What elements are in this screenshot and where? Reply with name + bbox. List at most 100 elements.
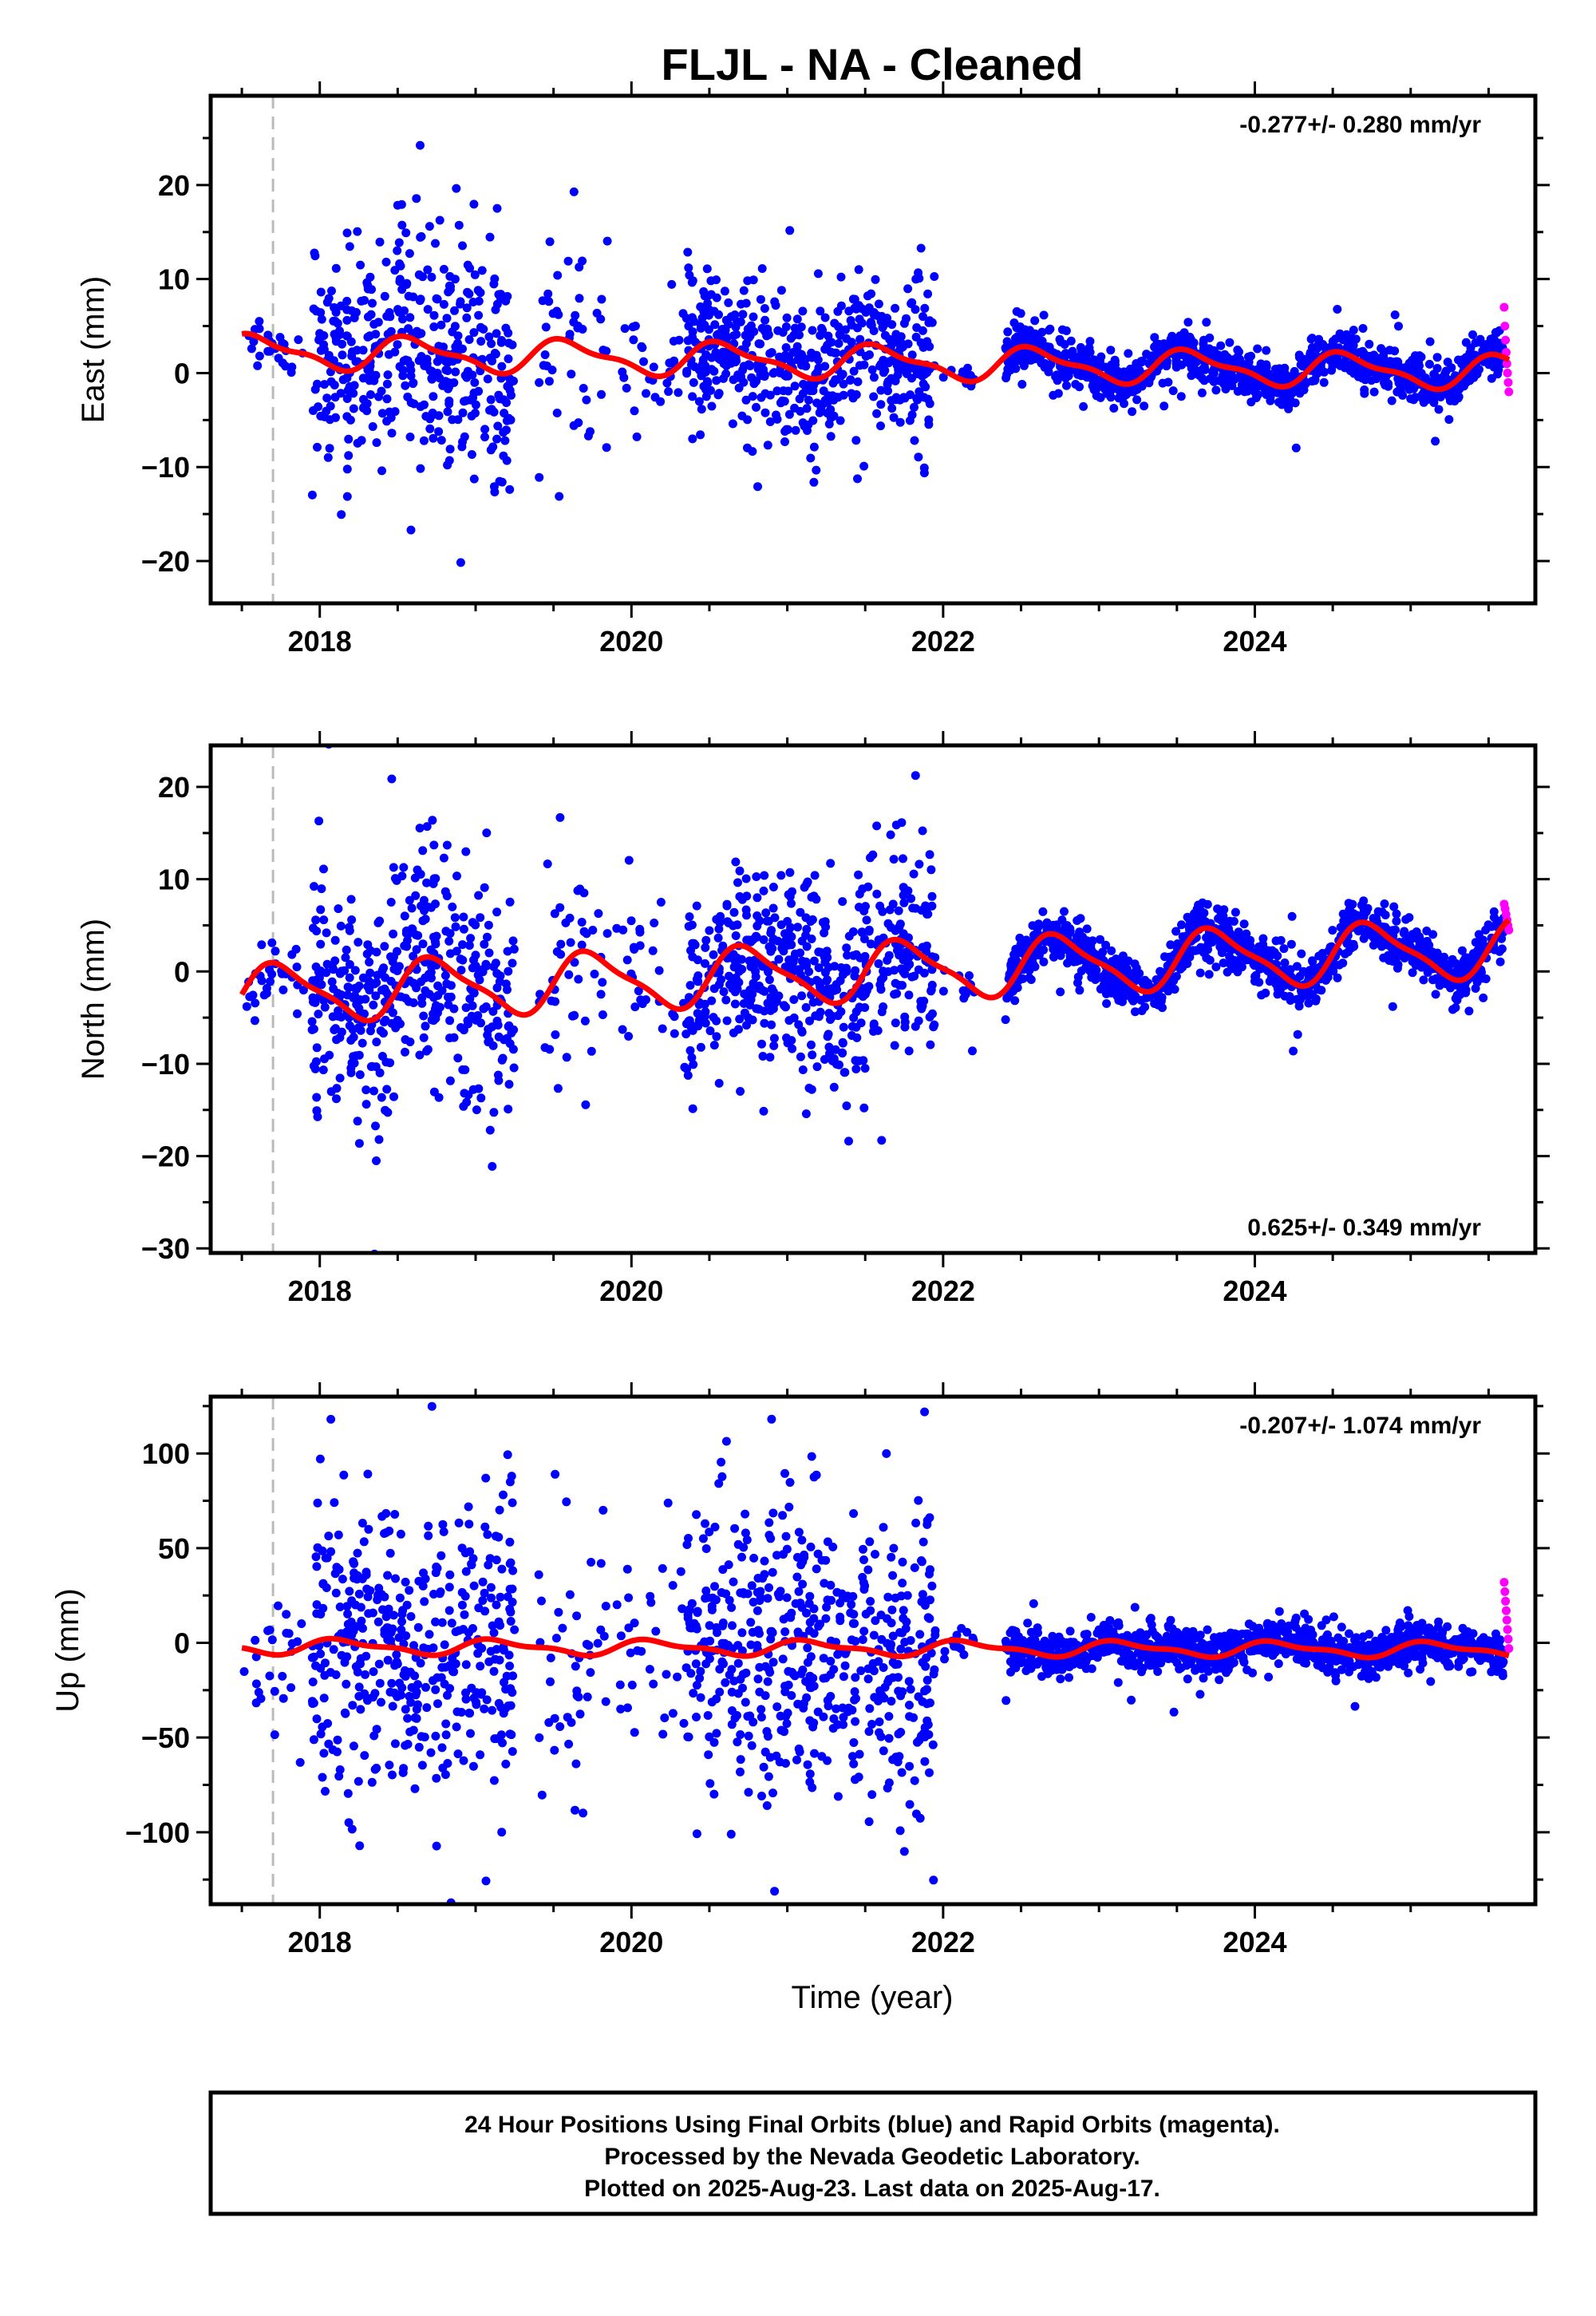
north-point	[492, 1016, 502, 1026]
east-point	[1031, 333, 1041, 342]
north-point	[1006, 961, 1016, 970]
up-point	[601, 1602, 610, 1611]
up-point	[383, 1635, 393, 1645]
east-point	[307, 490, 317, 500]
east-point	[867, 289, 876, 298]
north-point	[1280, 958, 1290, 967]
east-point	[876, 360, 886, 370]
north-point	[926, 1040, 935, 1049]
up-point	[362, 1584, 372, 1594]
north-point	[316, 939, 326, 949]
north-point	[1098, 947, 1108, 957]
north-point	[1271, 936, 1281, 946]
east-point	[342, 331, 352, 341]
east-point	[849, 366, 859, 376]
north-point	[346, 895, 356, 904]
north-point	[494, 1076, 504, 1085]
east-point	[1487, 373, 1496, 383]
north-point	[751, 931, 760, 941]
up-point	[387, 1678, 397, 1688]
north-point	[693, 1009, 702, 1018]
east-point	[907, 299, 916, 308]
north-point	[565, 913, 575, 923]
east-point	[910, 402, 918, 412]
up-point	[504, 1650, 514, 1660]
north-point	[899, 898, 909, 907]
north-point	[852, 1033, 862, 1042]
up-point	[278, 1671, 287, 1681]
north-point	[336, 921, 346, 931]
up-point	[251, 1635, 260, 1645]
east-point	[1453, 393, 1463, 403]
north-point	[838, 1048, 847, 1057]
east-point	[1013, 332, 1023, 342]
north-point	[312, 1106, 322, 1116]
north-point	[322, 959, 332, 969]
north-point	[859, 1103, 869, 1113]
north-point	[915, 860, 924, 869]
east-point	[739, 286, 749, 295]
north-point	[883, 955, 892, 965]
east-point	[406, 525, 416, 535]
north-point	[553, 1084, 563, 1093]
north-point	[415, 1050, 425, 1060]
up-point	[550, 1713, 559, 1723]
north-point	[968, 1046, 977, 1056]
up-point	[534, 1570, 543, 1579]
north-point	[911, 771, 920, 781]
east-point	[883, 314, 892, 323]
north-point	[722, 899, 732, 909]
east-rapid-point	[1503, 377, 1513, 387]
east-point	[390, 347, 400, 357]
east-point	[814, 363, 824, 373]
north-point	[1063, 958, 1073, 968]
north-point	[1422, 927, 1432, 935]
east-point	[823, 397, 832, 407]
up-point	[567, 1717, 576, 1727]
up-point	[316, 1649, 326, 1658]
north-point	[808, 915, 817, 924]
east-point	[333, 318, 342, 328]
north-point	[552, 947, 562, 956]
north-point	[860, 1064, 870, 1073]
east-point	[395, 275, 405, 284]
east-point	[1261, 362, 1270, 372]
north-point	[681, 1030, 691, 1039]
north-point	[310, 1064, 320, 1073]
north-point	[923, 903, 933, 912]
up-point	[388, 1770, 397, 1780]
east-point	[841, 325, 850, 334]
east-point	[738, 310, 748, 319]
up-point	[374, 1659, 384, 1669]
north-point	[844, 1136, 853, 1146]
east-point	[462, 373, 472, 382]
north-point	[413, 931, 423, 940]
up-point	[345, 1587, 354, 1596]
north-point	[580, 1016, 590, 1026]
up-point	[481, 1876, 491, 1886]
north-point	[891, 926, 900, 935]
north-point	[1034, 951, 1044, 960]
east-point	[338, 375, 348, 385]
east-point	[416, 140, 425, 150]
north-rapid-point	[1504, 925, 1514, 935]
north-point	[372, 1156, 381, 1165]
east-point	[816, 330, 825, 340]
up-point	[494, 1617, 504, 1626]
up-point	[464, 1502, 473, 1512]
up-point	[571, 1759, 581, 1769]
east-point	[383, 370, 393, 380]
up-point	[332, 1563, 342, 1572]
up-point	[440, 1770, 450, 1780]
north-point	[365, 958, 374, 966]
east-point	[444, 287, 453, 297]
east-point	[808, 416, 818, 425]
up-point	[279, 1694, 288, 1703]
east-point	[415, 296, 425, 306]
north-point	[895, 951, 904, 960]
north-point	[735, 866, 745, 875]
north-point	[1292, 962, 1302, 971]
north-point	[389, 952, 398, 962]
up-point	[419, 1643, 429, 1653]
up-point	[495, 1505, 504, 1515]
